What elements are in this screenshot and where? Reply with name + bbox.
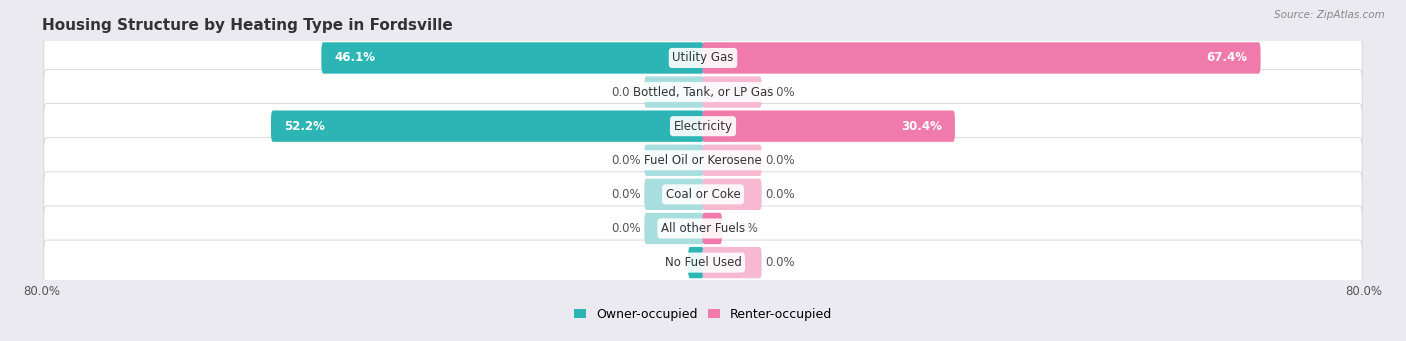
Text: 0.0%: 0.0% xyxy=(612,188,641,201)
FancyBboxPatch shape xyxy=(44,206,1362,251)
FancyBboxPatch shape xyxy=(44,35,1362,80)
Text: Housing Structure by Heating Type in Fordsville: Housing Structure by Heating Type in For… xyxy=(42,18,453,33)
FancyBboxPatch shape xyxy=(44,104,1362,149)
FancyBboxPatch shape xyxy=(44,240,1362,285)
Text: 0.0%: 0.0% xyxy=(612,86,641,99)
Text: 2.2%: 2.2% xyxy=(728,222,758,235)
Text: Coal or Coke: Coal or Coke xyxy=(665,188,741,201)
FancyBboxPatch shape xyxy=(644,145,704,176)
FancyBboxPatch shape xyxy=(702,76,762,108)
FancyBboxPatch shape xyxy=(702,110,955,142)
Text: 0.0%: 0.0% xyxy=(765,188,794,201)
Text: 0.0%: 0.0% xyxy=(612,222,641,235)
FancyBboxPatch shape xyxy=(702,179,762,210)
Text: Fuel Oil or Kerosene: Fuel Oil or Kerosene xyxy=(644,154,762,167)
FancyBboxPatch shape xyxy=(271,110,704,142)
Text: 67.4%: 67.4% xyxy=(1206,51,1247,64)
FancyBboxPatch shape xyxy=(322,42,704,74)
Text: All other Fuels: All other Fuels xyxy=(661,222,745,235)
Text: Source: ZipAtlas.com: Source: ZipAtlas.com xyxy=(1274,10,1385,20)
FancyBboxPatch shape xyxy=(702,247,762,278)
FancyBboxPatch shape xyxy=(702,42,1261,74)
FancyBboxPatch shape xyxy=(44,138,1362,183)
Text: 0.0%: 0.0% xyxy=(765,154,794,167)
Text: Electricity: Electricity xyxy=(673,120,733,133)
FancyBboxPatch shape xyxy=(688,247,704,278)
Legend: Owner-occupied, Renter-occupied: Owner-occupied, Renter-occupied xyxy=(568,303,838,326)
FancyBboxPatch shape xyxy=(702,145,762,176)
Text: 0.0%: 0.0% xyxy=(765,256,794,269)
Text: 46.1%: 46.1% xyxy=(335,51,375,64)
Text: Bottled, Tank, or LP Gas: Bottled, Tank, or LP Gas xyxy=(633,86,773,99)
FancyBboxPatch shape xyxy=(644,76,704,108)
FancyBboxPatch shape xyxy=(644,179,704,210)
FancyBboxPatch shape xyxy=(44,172,1362,217)
Text: 52.2%: 52.2% xyxy=(284,120,325,133)
FancyBboxPatch shape xyxy=(44,70,1362,115)
Text: 0.0%: 0.0% xyxy=(765,86,794,99)
Text: 1.7%: 1.7% xyxy=(702,256,734,269)
Text: 30.4%: 30.4% xyxy=(901,120,942,133)
Text: No Fuel Used: No Fuel Used xyxy=(665,256,741,269)
FancyBboxPatch shape xyxy=(702,213,723,244)
FancyBboxPatch shape xyxy=(644,213,704,244)
Text: 0.0%: 0.0% xyxy=(612,154,641,167)
Text: Utility Gas: Utility Gas xyxy=(672,51,734,64)
